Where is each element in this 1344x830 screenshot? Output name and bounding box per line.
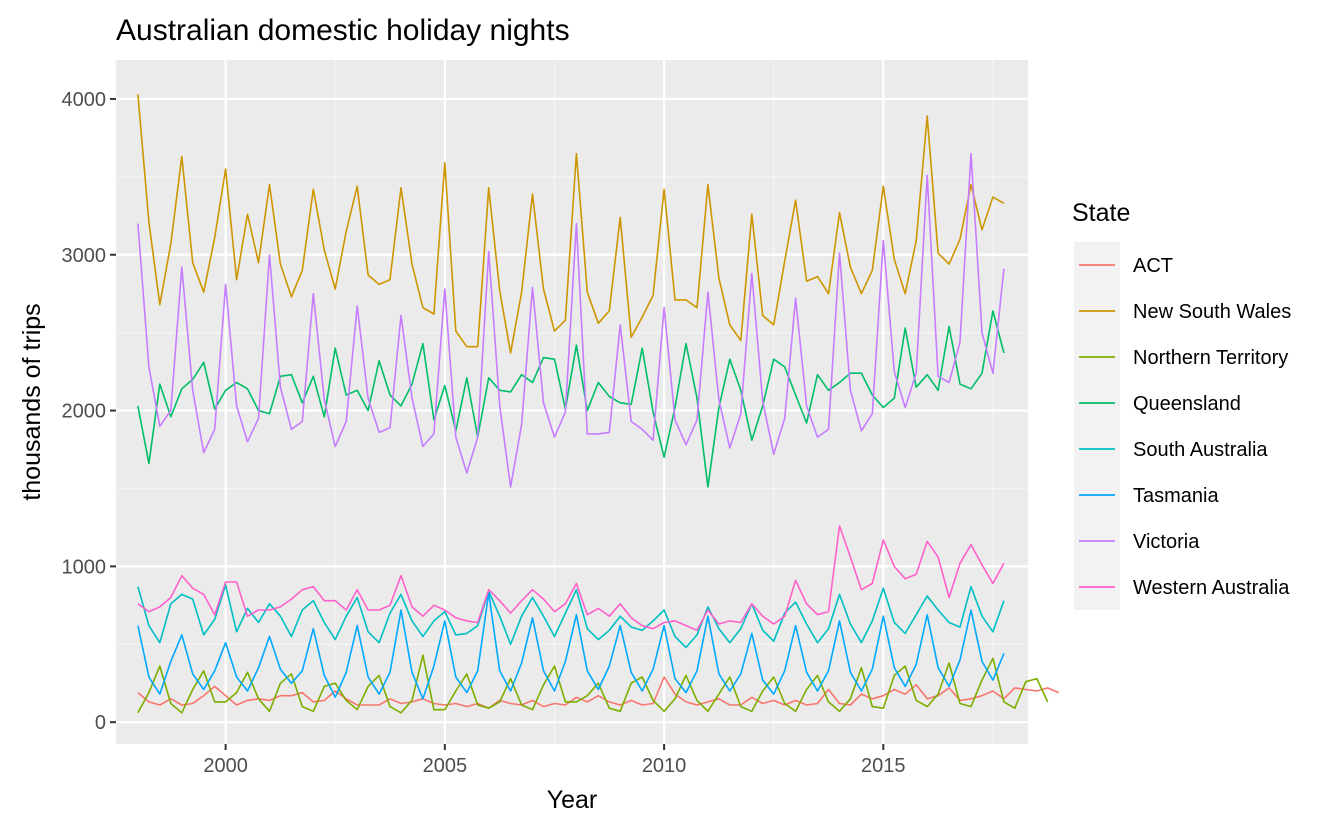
x-axis-title: Year: [547, 786, 598, 814]
series-line-western-australia: [137, 525, 1005, 632]
legend-label: Victoria: [1133, 531, 1200, 553]
legend-label: New South Wales: [1133, 301, 1291, 323]
y-tick-label: 2000: [62, 401, 107, 423]
y-tick-label: 0: [95, 712, 106, 734]
series-line-new-south-wales: [137, 94, 1005, 354]
y-axis-title: thousands of trips: [18, 303, 46, 500]
legend-key-background: [1074, 242, 1120, 610]
legend-label: ACT: [1133, 255, 1173, 277]
series-lines: [137, 94, 1060, 714]
x-tick-label: 2005: [423, 755, 468, 777]
series-line-south-australia: [137, 584, 1005, 649]
x-tick-label: 2015: [861, 755, 906, 777]
legend-label: South Australia: [1133, 439, 1268, 461]
legend-label: Tasmania: [1133, 485, 1219, 507]
y-tick-label: 4000: [62, 89, 107, 111]
plot-panel: [116, 60, 1028, 744]
legend-label: Northern Territory: [1133, 347, 1288, 369]
legend-label: Queensland: [1133, 393, 1241, 415]
series-line-victoria: [137, 152, 1005, 488]
minor-gridlines: [115, 60, 1028, 744]
x-tick-label: 2000: [203, 755, 248, 777]
legend-title: State: [1072, 199, 1130, 227]
x-axis: 2000 2005 2010 2015: [203, 744, 906, 777]
series-line-northern-territory: [137, 654, 1049, 714]
series-line-act: [137, 676, 1060, 710]
legend: State ACT New South Wales Northern Territo…: [1072, 199, 1291, 610]
legend-label: Western Australia: [1133, 577, 1290, 599]
y-tick-label: 3000: [62, 245, 107, 267]
x-tick-label: 2010: [642, 755, 687, 777]
series-line-queensland: [137, 310, 1005, 488]
chart-title: Australian domestic holiday nights: [116, 14, 570, 47]
series-line-tasmania: [137, 592, 1005, 700]
y-tick-label: 1000: [62, 556, 107, 578]
y-axis: 0 1000 2000 3000 4000: [62, 89, 116, 734]
